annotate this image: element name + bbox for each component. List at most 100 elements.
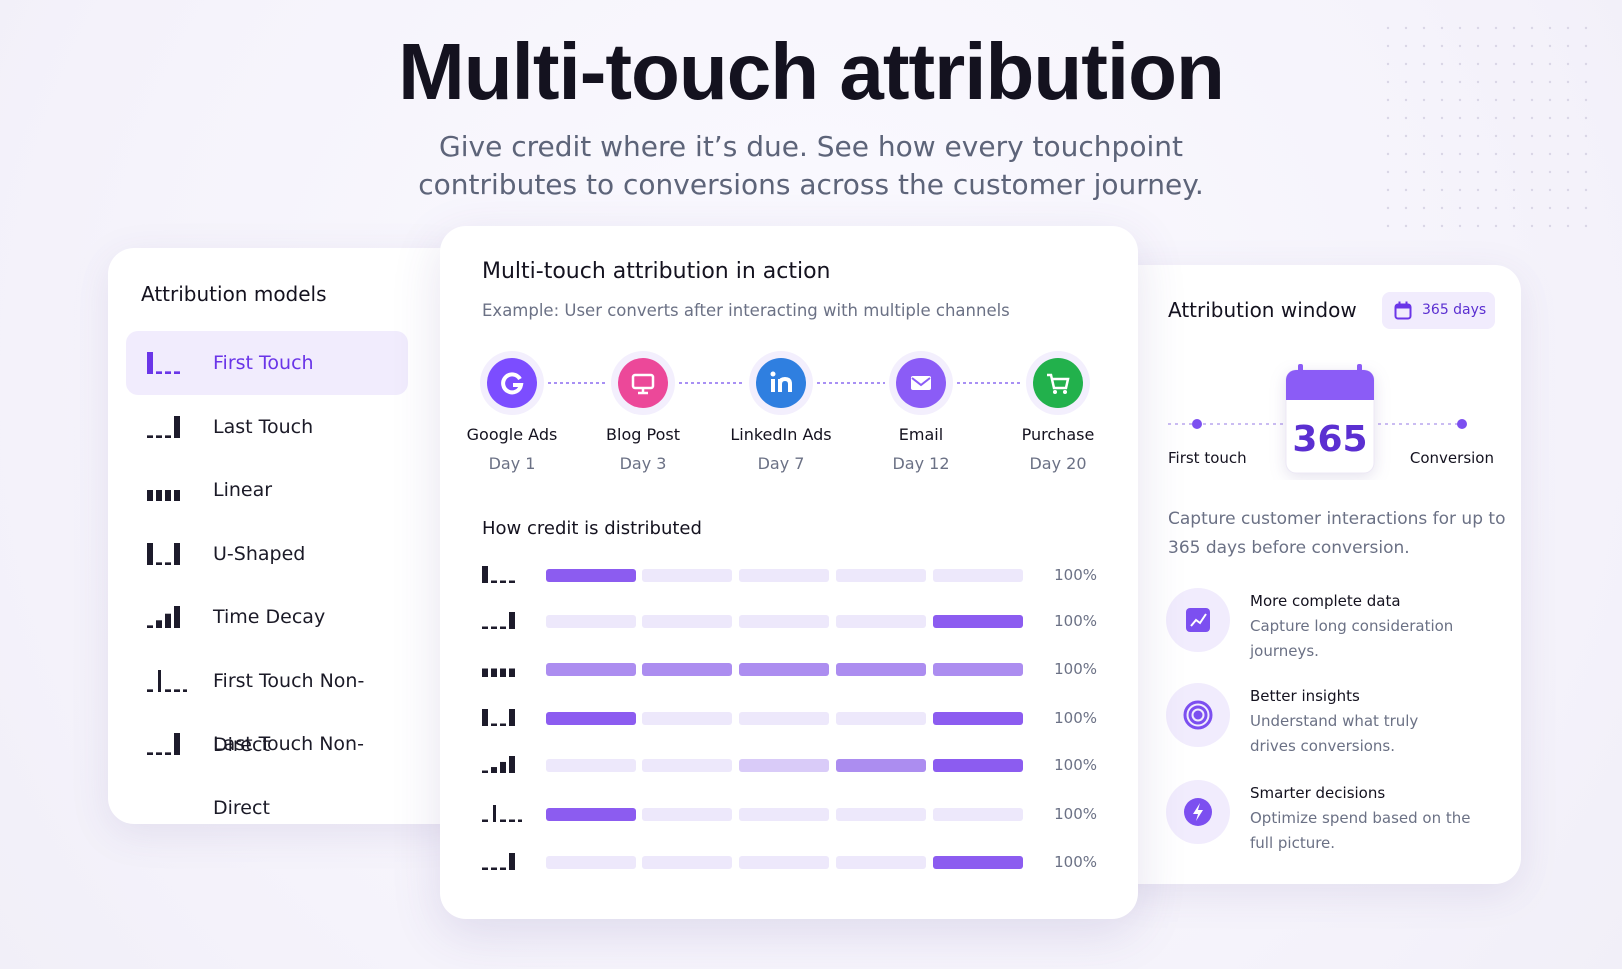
dot [1530, 116, 1534, 120]
glyph-bar [500, 761, 506, 773]
dot [1512, 62, 1516, 66]
glyph-bar [482, 709, 488, 726]
dot [1440, 26, 1444, 30]
dot [1566, 188, 1570, 192]
dot [1530, 44, 1534, 48]
dot [1440, 188, 1444, 192]
glyph-bar [509, 580, 515, 583]
glyph-bar [183, 688, 187, 692]
step-label: Purchase [1021, 425, 1095, 444]
feature-icon [1166, 683, 1230, 747]
dot [1512, 98, 1516, 102]
dot [1548, 224, 1552, 228]
dot [1566, 116, 1570, 120]
feature-glyph [1183, 700, 1213, 730]
dot [1458, 206, 1462, 210]
glyph-bar [491, 867, 497, 870]
glyph-bar [509, 853, 515, 870]
dot-pattern [1386, 26, 1588, 228]
icon [1047, 373, 1070, 390]
dot [1548, 134, 1552, 138]
step-icon [501, 372, 524, 395]
dot [1458, 116, 1462, 120]
dot [1476, 116, 1480, 120]
step-icon [1047, 373, 1070, 394]
glyph-bar [165, 688, 171, 692]
step-icon-bg [618, 358, 668, 408]
window-card [1110, 265, 1521, 884]
dot [1404, 206, 1408, 210]
dot [1494, 188, 1498, 192]
dot [1422, 116, 1426, 120]
dot [1476, 80, 1480, 84]
icon [638, 388, 648, 395]
credit-segment [642, 712, 732, 725]
action-title: Multi-touch attribution in action [482, 259, 831, 284]
model-glyph [147, 490, 180, 501]
icon [911, 377, 931, 387]
dot [1476, 26, 1480, 30]
dot [1386, 152, 1390, 156]
dot [1386, 188, 1390, 192]
dot [1458, 62, 1462, 66]
dot [1548, 170, 1552, 174]
glyph-bar [509, 612, 515, 629]
credit-segment [739, 663, 829, 676]
model-label: Time Decay [213, 606, 326, 628]
dot [1422, 80, 1426, 84]
dot [1404, 188, 1408, 192]
dot [1548, 98, 1552, 102]
glyph-bar [165, 371, 171, 374]
model-glyph [482, 853, 515, 870]
model-item: First Touch Non-Direct [126, 649, 408, 756]
glyph-bar [156, 490, 162, 501]
dot [1404, 26, 1408, 30]
dot [1422, 224, 1426, 228]
dot [1476, 206, 1480, 210]
glyph-bar [156, 371, 162, 374]
dot [1494, 116, 1498, 120]
glyph-bar [500, 580, 506, 583]
feature-text: full picture. [1250, 834, 1336, 852]
description-line: 365 days before conversion. [1168, 538, 1410, 558]
dot [1440, 116, 1444, 120]
dot [1476, 152, 1480, 156]
dot [1512, 26, 1516, 30]
dot [1458, 26, 1462, 30]
dot [1566, 170, 1570, 174]
model-item: U-Shaped [126, 522, 408, 586]
dot [1404, 134, 1408, 138]
dot [1458, 170, 1462, 174]
dot [1584, 44, 1588, 48]
model-item: Last Touch Non-Direct [126, 712, 408, 819]
dot [1476, 134, 1480, 138]
glyph-bar [147, 688, 153, 692]
dot [1404, 152, 1408, 156]
step-day: Day 12 [892, 454, 950, 473]
model-glyph [147, 415, 180, 438]
glyph-bar [491, 668, 497, 677]
credit-segment [836, 615, 926, 628]
calendar-number: 365 [1292, 419, 1368, 460]
credit-segment [836, 569, 926, 582]
model-label: Last Touch [213, 415, 314, 438]
credit-segment [739, 759, 829, 772]
subtitle-line: Give credit where it’s due. See how ever… [439, 130, 1183, 163]
glyph-bar [482, 770, 488, 773]
dot [1440, 170, 1444, 174]
credit-segment [546, 856, 636, 869]
badge-text: 365 days [1422, 302, 1487, 318]
icon [778, 376, 792, 392]
dot [1404, 62, 1408, 66]
dot [1548, 206, 1552, 210]
dot [1476, 224, 1480, 228]
credit-segment [546, 663, 636, 676]
feature-glyph [1186, 608, 1210, 632]
dot [1566, 98, 1570, 102]
glyph-bar [156, 620, 162, 628]
icon [501, 372, 524, 395]
glyph-bar [147, 490, 153, 501]
feature-text: Understand what truly [1250, 712, 1419, 730]
